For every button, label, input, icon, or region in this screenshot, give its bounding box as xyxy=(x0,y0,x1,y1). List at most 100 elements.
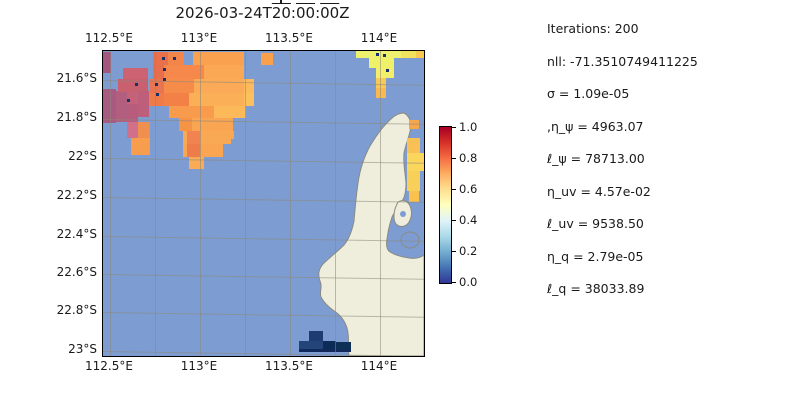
heat-cell xyxy=(127,122,138,138)
colorbar-tick-label: 0.8 xyxy=(459,151,478,165)
heat-cell xyxy=(187,131,200,144)
stat-line: nll: -71.3510749411225 xyxy=(547,53,698,69)
obs-dot xyxy=(386,69,389,72)
heat-cell xyxy=(376,68,394,78)
obs-dot xyxy=(163,78,166,81)
heat-cell xyxy=(138,122,150,138)
obs-dot xyxy=(162,57,165,60)
heat-cell xyxy=(127,91,138,104)
colorbar-tick-mark xyxy=(452,282,456,284)
colorbar-tick-label: 0.0 xyxy=(459,275,478,289)
title-segment-overlined: 20 xyxy=(271,4,291,22)
title-segment: : xyxy=(315,4,321,22)
heat-cell xyxy=(356,51,416,58)
heat-cell xyxy=(103,52,111,73)
land-mainland xyxy=(318,112,424,356)
stat-line: η_uv = 4.57e-02 xyxy=(547,183,651,199)
stat-line: Iterations: 200 xyxy=(547,21,639,36)
colorbar xyxy=(439,126,452,284)
heat-cell xyxy=(189,93,244,106)
obs-dot xyxy=(383,54,386,57)
gridline-vertical xyxy=(155,51,156,356)
heat-cell xyxy=(336,342,351,349)
obs-dot xyxy=(173,57,176,60)
heat-cell xyxy=(118,79,148,92)
heat-cell xyxy=(123,68,148,79)
stat-line: ,η_ψ = 4963.07 xyxy=(547,118,644,134)
colorbar-tick-label: 0.6 xyxy=(459,182,478,196)
colorbar-tick-mark xyxy=(452,127,456,129)
stat-line: ℓ_uv = 9538.50 xyxy=(547,216,644,231)
heat-cell xyxy=(214,106,246,118)
x-tick-label-top: 113.5°E xyxy=(265,31,313,45)
x-tick-label-top: 114°E xyxy=(360,31,398,45)
obs-dot xyxy=(376,53,379,56)
obs-dot xyxy=(127,99,130,102)
colorbar-tick-label: 0.4 xyxy=(459,213,478,227)
x-tick-label-bottom: 113°E xyxy=(180,359,218,373)
y-tick-label: 21.6°S xyxy=(56,71,97,85)
obs-dot xyxy=(155,83,158,86)
heat-cell xyxy=(376,88,386,98)
gridline-vertical xyxy=(200,51,201,356)
y-tick-label: 22.4°S xyxy=(56,227,97,241)
heat-cell xyxy=(401,51,416,58)
gridline-vertical xyxy=(380,51,381,356)
heat-cell xyxy=(131,138,150,155)
heat-cell xyxy=(116,91,127,122)
heat-cell xyxy=(244,79,254,106)
heat-cell xyxy=(169,106,214,118)
colorbar-tick-mark xyxy=(452,251,456,253)
heat-cell xyxy=(244,93,254,106)
x-tick-label-bottom: 112.5°E xyxy=(85,359,133,373)
heat-cell xyxy=(369,58,394,68)
lagoon-water xyxy=(400,211,406,217)
title-segment: Z xyxy=(339,4,350,22)
heat-cell xyxy=(261,53,273,65)
heat-cell xyxy=(164,79,194,93)
heat-cell xyxy=(407,138,420,153)
heat-cell xyxy=(164,65,204,79)
gridline-vertical xyxy=(335,51,336,356)
coastline-land-layer xyxy=(318,112,424,356)
colorbar-tick-mark xyxy=(452,158,456,160)
heat-cell xyxy=(103,89,116,123)
stat-line: σ = 1.09e-05 xyxy=(547,86,630,101)
heat-cell xyxy=(376,78,386,88)
heat-cell xyxy=(323,341,336,349)
y-tick-label: 22.2°S xyxy=(56,188,97,202)
title-segment: 2026-03-24T xyxy=(175,4,272,22)
x-tick-label-bottom: 114°E xyxy=(360,359,398,373)
heat-cell xyxy=(153,52,168,65)
y-tick-label: 22°S xyxy=(68,149,97,163)
heat-cell xyxy=(204,65,244,79)
y-tick-label: 23°S xyxy=(68,342,97,356)
obs-dot xyxy=(163,68,166,71)
heat-cell xyxy=(168,52,184,65)
heat-cell xyxy=(416,51,424,58)
gridline-vertical xyxy=(245,51,246,356)
gridline-vertical xyxy=(290,51,291,356)
map-plot xyxy=(102,50,425,357)
plot-title: 2026-03-24T20:00:00Z xyxy=(102,4,423,22)
obs-dot xyxy=(135,83,138,86)
heat-cell xyxy=(193,52,244,65)
title-segment: : xyxy=(290,4,296,22)
x-tick-label-bottom: 113.5°E xyxy=(265,359,313,373)
y-tick-label: 22.6°S xyxy=(56,265,97,279)
colorbar-tick-label: 0.2 xyxy=(459,244,478,258)
colorbar-tick-label: 1.0 xyxy=(459,120,478,134)
title-segment-overlined: 00 xyxy=(320,4,340,22)
colorbar-tick-mark xyxy=(452,220,456,222)
heat-cell xyxy=(407,171,420,191)
x-tick-label-top: 113°E xyxy=(180,31,218,45)
heat-cell xyxy=(150,79,164,93)
stat-line: ℓ_q = 38033.89 xyxy=(547,281,645,296)
heat-cell xyxy=(127,104,138,122)
heat-cell xyxy=(409,191,419,202)
heat-cell xyxy=(150,93,164,106)
stat-line: ℓ_ψ = 78713.00 xyxy=(547,151,645,166)
heat-cell xyxy=(138,91,149,117)
heat-cell xyxy=(187,144,200,157)
